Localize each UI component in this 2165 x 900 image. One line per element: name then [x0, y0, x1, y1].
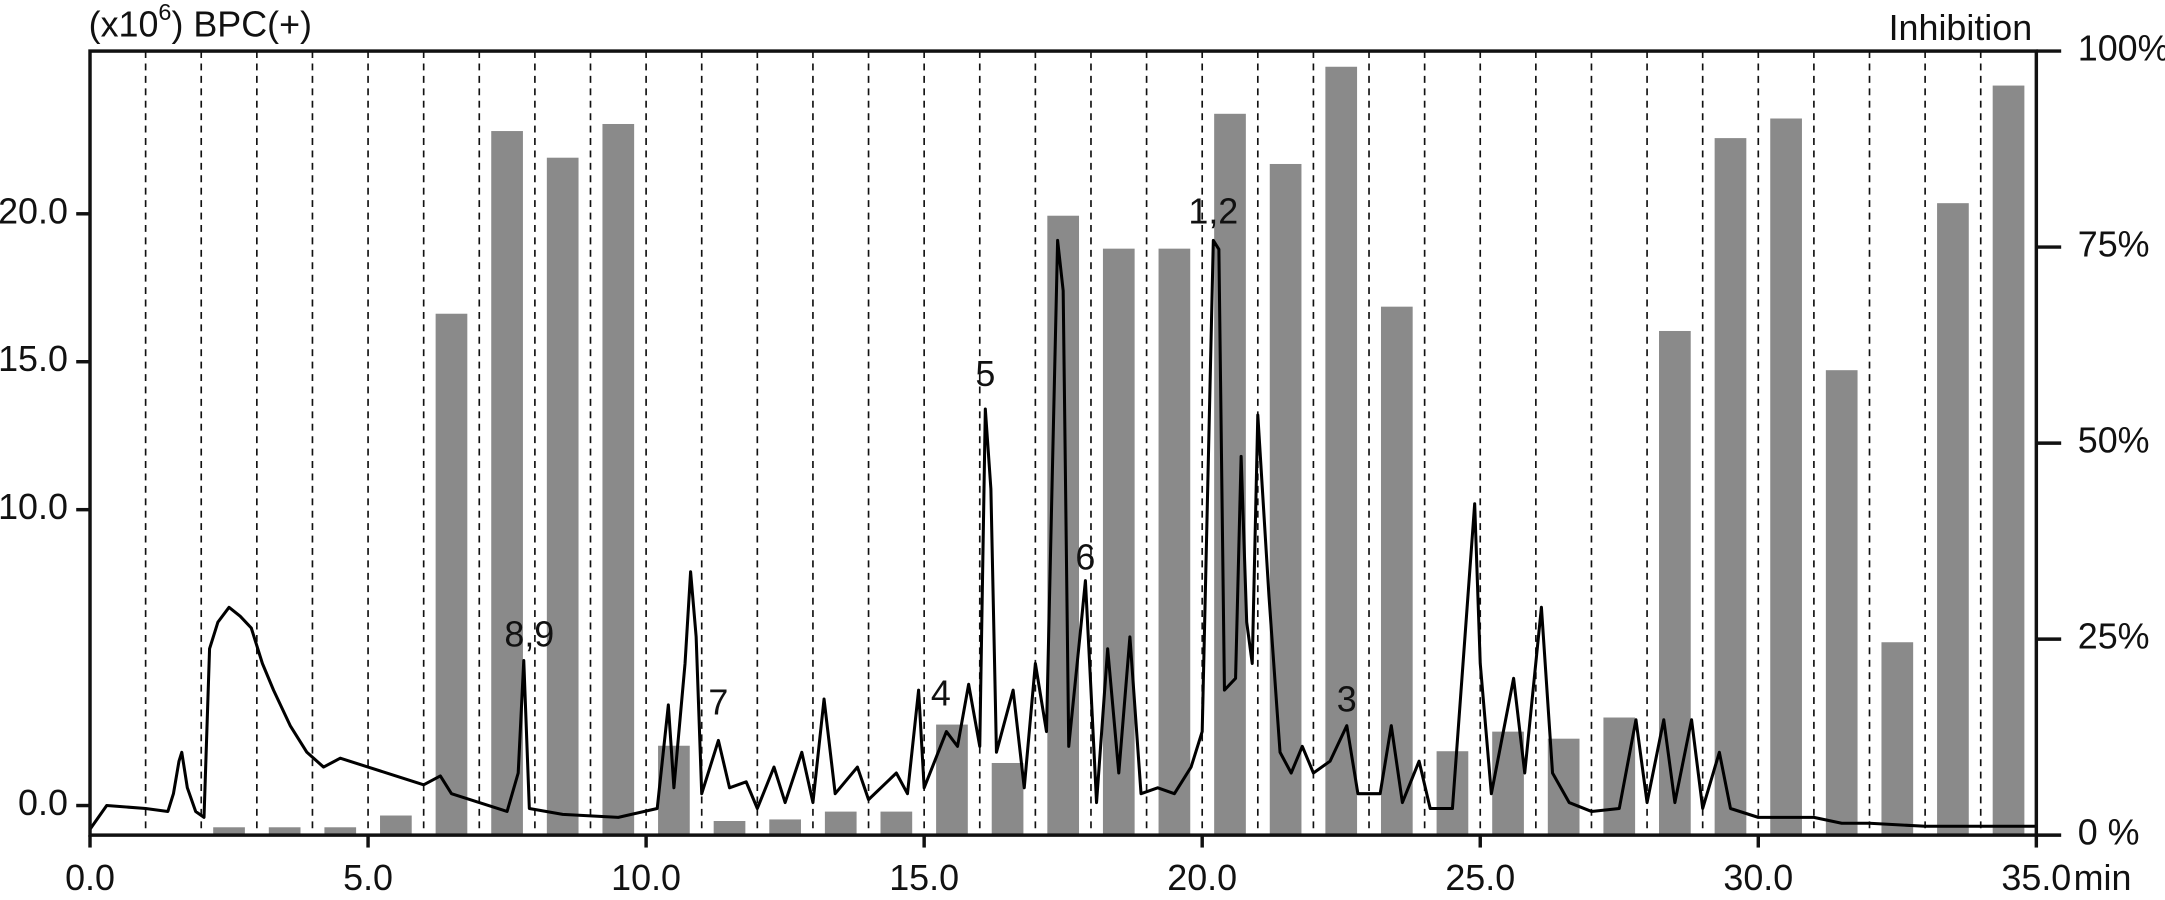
peak-label: 5	[975, 354, 995, 394]
inhibition-bar	[1102, 248, 1135, 836]
inhibition-bar	[1825, 370, 1858, 836]
y-tick-label: 10.0	[0, 487, 68, 527]
bpc-trace	[88, 238, 2037, 831]
inhibition-bar	[1269, 163, 1302, 836]
y2-tick-label: 50%	[2078, 421, 2150, 461]
x-tick-label: 5.0	[343, 858, 393, 898]
y-axis-label: (x106) BPC(+)	[89, 0, 312, 45]
x-tick-label: 20.0	[1167, 858, 1237, 898]
y2-axis-label: Inhibition	[1889, 8, 2033, 48]
y-label-part: ) BPC(+)	[171, 5, 312, 45]
x-tick-label: 25.0	[1445, 858, 1515, 898]
inhibition-bar	[1158, 248, 1191, 836]
inhibition-bar	[880, 811, 913, 836]
inhibition-bar	[1992, 85, 2025, 836]
peak-label: 8,9	[504, 614, 554, 654]
inhibition-bar	[1547, 738, 1580, 836]
inhibition-bar	[1492, 731, 1524, 836]
y2-tick-label: 25%	[2078, 617, 2150, 657]
inhibition-bar	[713, 821, 746, 836]
inhibition-bar	[491, 131, 523, 836]
inhibition-bar	[546, 157, 579, 836]
inhibition-bar	[602, 123, 635, 836]
inhibition-bar	[213, 827, 245, 836]
inhibition-bar	[991, 762, 1024, 836]
x-tick-label: 10.0	[611, 858, 681, 898]
inhibition-bar	[268, 827, 301, 836]
y2-tick-label: 75%	[2078, 225, 2150, 265]
inhibition-bar	[380, 815, 412, 836]
y-label-part: (x10	[89, 5, 159, 45]
inhibition-bar	[1603, 717, 1636, 836]
inhibition-bar	[324, 827, 357, 836]
inhibition-bar	[1659, 330, 1691, 836]
inhibition-bar	[769, 819, 801, 836]
inhibition-bar	[1325, 66, 1358, 836]
inhibition-bar	[435, 313, 468, 836]
inhibition-bar	[824, 811, 857, 836]
x-tick-label: 0.0	[65, 858, 115, 898]
x-tick-label: 15.0	[889, 858, 959, 898]
y2-tick-label: 0 %	[2078, 813, 2140, 853]
peak-label: 1,2	[1188, 191, 1238, 231]
x-tick-label: 35.0	[2001, 858, 2071, 898]
x-axis-label: min	[2074, 858, 2132, 898]
y-tick-label: 0.0	[18, 783, 68, 823]
peak-label: 3	[1337, 679, 1357, 719]
y-tick-label: 20.0	[0, 191, 68, 231]
inhibition-bar	[1770, 118, 1802, 836]
inhibition-bar	[1937, 203, 1969, 836]
x-tick-label: 30.0	[1723, 858, 1793, 898]
inhibition-bar	[1881, 642, 1914, 836]
y-label-exponent: 6	[158, 0, 171, 25]
y-tick-label: 15.0	[0, 339, 68, 379]
inhibition-bar	[1714, 138, 1747, 836]
peak-label: 4	[931, 674, 951, 714]
peak-label: 7	[708, 682, 728, 722]
peak-label: 6	[1075, 537, 1095, 577]
y2-tick-label: 100%	[2078, 29, 2165, 69]
